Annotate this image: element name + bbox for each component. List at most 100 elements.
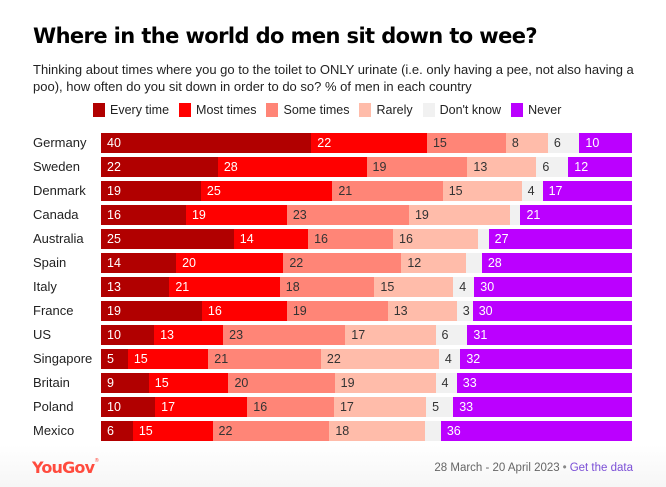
legend-item-never: Never xyxy=(511,103,561,117)
bar-segment-some-times: 22 xyxy=(283,253,402,273)
category-label: Britain xyxy=(33,375,70,390)
data-label: 23 xyxy=(229,328,244,342)
bar-segment-some-times: 23 xyxy=(223,325,346,345)
bar-segment-never: 10 xyxy=(579,133,633,153)
data-label: 4 xyxy=(527,184,535,198)
bar-segment-every-time: 5 xyxy=(101,349,129,369)
data-label: 30 xyxy=(478,304,493,318)
category-label: Singapore xyxy=(33,351,93,366)
bar-segment-never: 27 xyxy=(488,229,633,249)
bar-segment-most-times: 14 xyxy=(233,229,309,249)
bar-segment-most-times: 25 xyxy=(200,181,333,201)
data-label: 19 xyxy=(107,304,121,318)
bar-segment-rarely: 17 xyxy=(333,397,427,417)
bar-segment-never: 21 xyxy=(520,205,633,225)
data-label: 22 xyxy=(107,160,121,174)
data-label: 14 xyxy=(239,232,254,246)
data-label: 4 xyxy=(441,376,449,390)
date-range: 28 March - 20 April 2023 xyxy=(434,462,560,474)
source-line: 28 March - 20 April 2023 • Get the data xyxy=(434,462,633,474)
legend-label: Every time xyxy=(110,103,170,117)
legend: Every time Most times Some times Rarely Don'… xyxy=(93,103,571,117)
bar-segment-never: 28 xyxy=(481,253,633,273)
chart-title: Where in the world do men sit down to we… xyxy=(33,24,538,48)
footer: YouGov® 28 March - 20 April 2023 • Get the… xyxy=(0,445,666,487)
data-label: 5 xyxy=(432,400,440,414)
data-label: 17 xyxy=(351,328,366,342)
bar-segment-some-times: 18 xyxy=(279,277,375,297)
bar-segment-every-time: 22 xyxy=(101,157,219,177)
data-label: 18 xyxy=(335,424,350,438)
data-label: 36 xyxy=(446,424,461,438)
get-the-data-link[interactable]: Get the data xyxy=(569,462,633,474)
category-label: Australia xyxy=(33,231,84,246)
bar-segment-don-t-know xyxy=(478,229,490,249)
yougov-logo[interactable]: YouGov® xyxy=(32,458,99,477)
bar-segment-rarely: 8 xyxy=(505,133,549,153)
data-label: 22 xyxy=(326,352,341,366)
data-label: 25 xyxy=(107,232,121,246)
data-label: 17 xyxy=(548,184,563,198)
bar-segment-never: 31 xyxy=(467,325,633,345)
bar-segment-rarely: 19 xyxy=(334,373,436,393)
bar-segment-some-times: 19 xyxy=(286,301,389,321)
logo-text: YouGov xyxy=(32,458,95,477)
data-label: 15 xyxy=(448,184,463,198)
legend-label: Some times xyxy=(283,103,350,117)
bar-segment-don-t-know: 3 xyxy=(456,301,474,321)
legend-swatch xyxy=(179,103,192,117)
data-label: 10 xyxy=(107,400,121,414)
data-label: 16 xyxy=(399,232,413,246)
legend-swatch xyxy=(93,103,105,117)
bar-segment-never: 30 xyxy=(472,301,633,321)
bar-segment-most-times: 17 xyxy=(155,397,248,417)
data-label: 9 xyxy=(107,376,114,390)
data-label: 28 xyxy=(223,160,238,174)
data-label: 19 xyxy=(292,304,307,318)
registered-mark: ® xyxy=(94,458,99,464)
bar-segment-don-t-know xyxy=(509,205,521,225)
bar-segment-never: 32 xyxy=(460,349,633,369)
data-label: 19 xyxy=(107,184,121,198)
data-label: 13 xyxy=(160,328,174,342)
bar-segment-some-times: 16 xyxy=(247,397,335,417)
data-label: 25 xyxy=(206,184,221,198)
category-label: Italy xyxy=(33,279,57,294)
data-label: 10 xyxy=(107,328,121,342)
data-label: 21 xyxy=(214,352,229,366)
bar-segment-don-t-know xyxy=(465,253,483,273)
bar-segment-never: 30 xyxy=(474,277,633,297)
legend-label: Don't know xyxy=(439,103,502,117)
data-label: 31 xyxy=(473,328,488,342)
data-label: 15 xyxy=(380,280,395,294)
category-label: Sweden xyxy=(33,159,80,174)
legend-label: Rarely xyxy=(376,103,413,117)
legend-item-don-t-know: Don't know xyxy=(422,103,502,117)
data-label: 16 xyxy=(253,400,268,414)
bar-segment-don-t-know: 4 xyxy=(435,373,458,393)
legend-label: Never xyxy=(528,103,562,117)
bar-segment-don-t-know: 4 xyxy=(521,181,544,201)
category-label: Canada xyxy=(33,207,79,222)
data-label: 20 xyxy=(182,256,196,270)
bar-segment-don-t-know: 6 xyxy=(435,325,468,345)
bar-segment-never: 33 xyxy=(453,397,633,417)
data-label: 6 xyxy=(542,160,550,174)
data-label: 13 xyxy=(393,304,408,318)
data-label: 19 xyxy=(191,208,206,222)
category-label: Spain xyxy=(33,255,67,270)
data-label: 13 xyxy=(473,160,488,174)
data-label: 17 xyxy=(339,400,354,414)
bar-segment-most-times: 28 xyxy=(217,157,367,177)
bar-segment-some-times: 23 xyxy=(286,205,410,225)
data-label: 32 xyxy=(466,352,481,366)
bar-segment-don-t-know xyxy=(424,421,442,441)
data-label: 19 xyxy=(340,376,355,390)
bar-segment-most-times: 15 xyxy=(148,373,229,393)
bar-segment-every-time: 10 xyxy=(101,325,155,345)
data-label: 30 xyxy=(480,280,495,294)
data-label: 4 xyxy=(444,352,452,366)
legend-item-every-time: Every time xyxy=(93,103,169,117)
bar-segment-most-times: 20 xyxy=(176,253,284,273)
